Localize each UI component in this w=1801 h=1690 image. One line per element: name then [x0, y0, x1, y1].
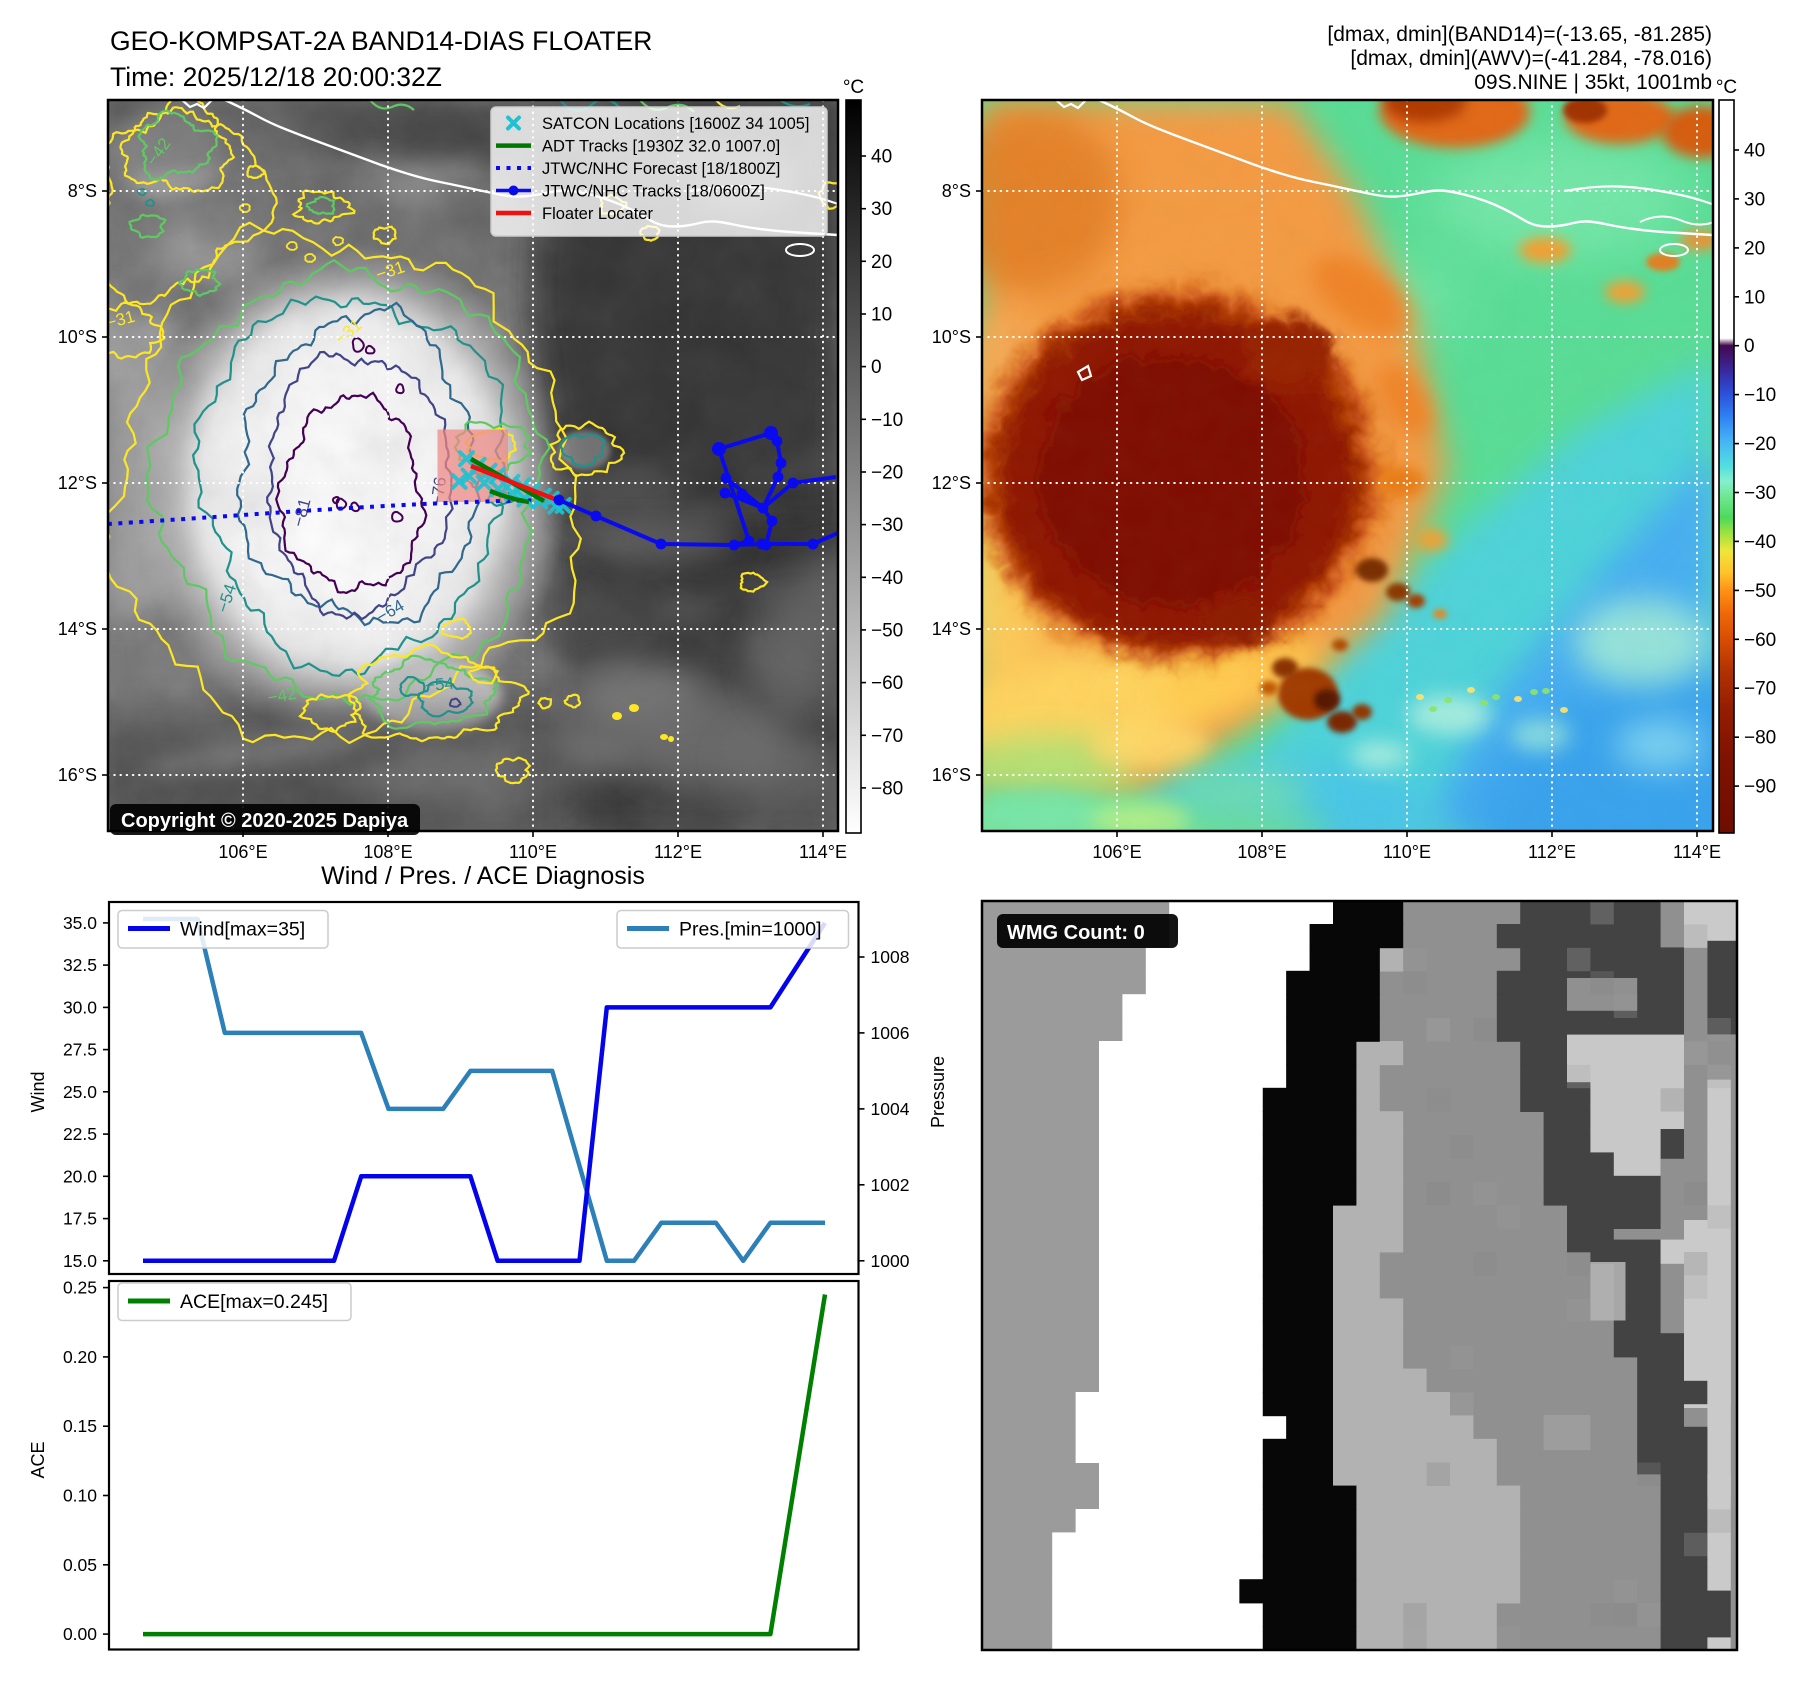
svg-text:JTWC/NHC Forecast [18/1800Z]: JTWC/NHC Forecast [18/1800Z]	[542, 160, 780, 178]
svg-text:−20: −20	[1744, 434, 1776, 455]
svg-text:GEO-KOMPSAT-2A BAND14-DIAS FLO: GEO-KOMPSAT-2A BAND14-DIAS FLOATER	[110, 26, 652, 56]
svg-text:0: 0	[871, 357, 882, 378]
svg-text:30: 30	[871, 199, 892, 220]
svg-text:106°E: 106°E	[218, 842, 267, 862]
svg-text:−60: −60	[1744, 630, 1776, 651]
svg-text:0.20: 0.20	[63, 1347, 97, 1367]
svg-text:114°E: 114°E	[799, 842, 847, 862]
svg-text:30: 30	[1744, 189, 1765, 210]
svg-text:10: 10	[871, 305, 892, 326]
svg-text:Pres.[min=1000]: Pres.[min=1000]	[679, 919, 822, 941]
svg-text:112°E: 112°E	[1528, 842, 1576, 862]
svg-text:−60: −60	[871, 673, 903, 694]
svg-text:12°S: 12°S	[58, 473, 97, 493]
svg-text:−10: −10	[871, 410, 903, 431]
svg-text:14°S: 14°S	[58, 619, 97, 639]
svg-text:0.10: 0.10	[63, 1486, 97, 1506]
svg-text:−40: −40	[871, 568, 903, 589]
svg-text:Wind[max=35]: Wind[max=35]	[180, 919, 305, 941]
svg-text:−40: −40	[1744, 532, 1776, 553]
svg-text:−80: −80	[1744, 728, 1776, 749]
svg-text:0: 0	[1744, 336, 1755, 357]
svg-text:114°E: 114°E	[1673, 842, 1721, 862]
svg-text:12°S: 12°S	[932, 473, 971, 493]
svg-text:−50: −50	[871, 620, 903, 641]
svg-text:40: 40	[1744, 141, 1765, 162]
svg-text:16°S: 16°S	[58, 765, 97, 785]
svg-text:106°E: 106°E	[1092, 842, 1141, 862]
svg-text:20: 20	[1744, 238, 1765, 259]
svg-text:−70: −70	[871, 726, 903, 747]
svg-text:0.00: 0.00	[63, 1624, 97, 1644]
svg-text:ACE[max=0.245]: ACE[max=0.245]	[180, 1291, 328, 1313]
svg-text:40: 40	[871, 147, 892, 168]
svg-text:30.0: 30.0	[63, 997, 97, 1017]
svg-text:17.5: 17.5	[63, 1209, 97, 1229]
svg-text:110°E: 110°E	[509, 842, 557, 862]
svg-text:1002: 1002	[871, 1175, 910, 1195]
svg-text:SATCON Locations [1600Z 34 100: SATCON Locations [1600Z 34 1005]	[542, 115, 810, 133]
svg-text:25.0: 25.0	[63, 1082, 97, 1102]
svg-text:14°S: 14°S	[932, 619, 971, 639]
svg-text:09S.NINE | 35kt, 1001mb: 09S.NINE | 35kt, 1001mb	[1474, 71, 1712, 94]
svg-text:ADT Tracks [1930Z 32.0 1007.0]: ADT Tracks [1930Z 32.0 1007.0]	[542, 138, 780, 156]
svg-text:ACE: ACE	[28, 1441, 48, 1478]
svg-text:−30: −30	[871, 515, 903, 536]
svg-text:Pressure: Pressure	[928, 1056, 948, 1128]
svg-text:0.25: 0.25	[63, 1278, 97, 1298]
svg-text:−90: −90	[1744, 777, 1776, 798]
svg-text:JTWC/NHC Tracks [18/0600Z]: JTWC/NHC Tracks [18/0600Z]	[542, 183, 765, 201]
svg-text:−70: −70	[1744, 679, 1776, 700]
svg-text:20: 20	[871, 252, 892, 273]
svg-text:1000: 1000	[871, 1251, 910, 1271]
svg-text:°C: °C	[843, 77, 864, 98]
svg-text:Floater Locater: Floater Locater	[542, 205, 653, 223]
svg-text:10°S: 10°S	[932, 327, 971, 347]
svg-text:[dmax, dmin](AWV)=(-41.284, -7: [dmax, dmin](AWV)=(-41.284, -78.016)	[1350, 47, 1712, 70]
svg-text:32.5: 32.5	[63, 955, 97, 975]
svg-text:1008: 1008	[871, 947, 910, 967]
svg-text:10°S: 10°S	[58, 327, 97, 347]
svg-text:10: 10	[1744, 287, 1765, 308]
svg-text:−50: −50	[1744, 581, 1776, 602]
svg-text:20.0: 20.0	[63, 1166, 97, 1186]
svg-text:112°E: 112°E	[654, 842, 702, 862]
svg-text:15.0: 15.0	[63, 1251, 97, 1271]
svg-text:[dmax, dmin](BAND14)=(-13.65,: [dmax, dmin](BAND14)=(-13.65, -81.285)	[1327, 23, 1712, 46]
svg-text:Copyright © 2020-2025 Dapiya: Copyright © 2020-2025 Dapiya	[121, 810, 409, 832]
svg-text:0.15: 0.15	[63, 1416, 97, 1436]
svg-text:Time: 2025/12/18 20:00:32Z: Time: 2025/12/18 20:00:32Z	[110, 62, 442, 92]
svg-text:Wind: Wind	[28, 1071, 48, 1112]
svg-text:8°S: 8°S	[68, 181, 97, 201]
svg-text:0.05: 0.05	[63, 1555, 97, 1575]
svg-text:−10: −10	[1744, 385, 1776, 406]
svg-text:8°S: 8°S	[942, 181, 971, 201]
svg-text:108°E: 108°E	[363, 842, 412, 862]
svg-text:110°E: 110°E	[1383, 842, 1431, 862]
svg-text:−30: −30	[1744, 483, 1776, 504]
svg-text:−54: −54	[424, 674, 454, 695]
svg-text:27.5: 27.5	[63, 1040, 97, 1060]
svg-text:Wind / Pres. / ACE Diagnosis: Wind / Pres. / ACE Diagnosis	[321, 862, 645, 890]
svg-text:−42: −42	[266, 684, 298, 708]
svg-text:1006: 1006	[871, 1023, 910, 1043]
svg-text:WMG Count: 0: WMG Count: 0	[1007, 922, 1145, 944]
svg-text:16°S: 16°S	[932, 765, 971, 785]
svg-text:°C: °C	[1716, 77, 1737, 98]
svg-text:−20: −20	[871, 463, 903, 484]
svg-text:1004: 1004	[871, 1099, 910, 1119]
svg-text:108°E: 108°E	[1237, 842, 1286, 862]
svg-text:35.0: 35.0	[63, 913, 97, 933]
svg-text:22.5: 22.5	[63, 1124, 97, 1144]
svg-text:−80: −80	[871, 778, 903, 799]
